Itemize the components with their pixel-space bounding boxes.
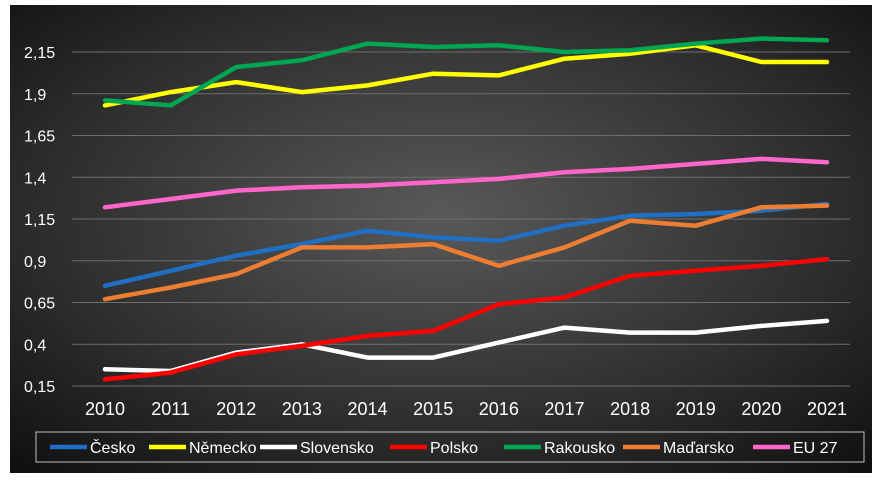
y-tick-label: 0,9 — [24, 254, 46, 271]
legend-item: Polsko — [390, 440, 478, 457]
legend-item: EU 27 — [753, 440, 838, 457]
x-tick-label: 2019 — [676, 399, 716, 419]
legend-label: Maďarsko — [663, 440, 734, 457]
y-tick-label: 1,65 — [24, 129, 55, 146]
line-chart: 0,150,40,650,91,151,41,651,92,15 2010 201… — [10, 5, 872, 473]
x-tick-label: 2021 — [807, 399, 847, 419]
x-axis: 2010 2011 2012 2013 2014 2015 2016 2017 2018 2019… — [85, 399, 847, 419]
x-tick-label: 2018 — [610, 399, 650, 419]
legend-label: Česko — [90, 438, 135, 457]
y-tick-label: 1,4 — [24, 170, 46, 187]
y-tick-label: 0,15 — [24, 379, 55, 396]
series-line-4 — [102, 256, 830, 382]
x-tick-label: 2014 — [348, 399, 388, 419]
x-tick-label: 2015 — [413, 399, 453, 419]
gridlines — [72, 51, 850, 387]
x-tick-label: 2012 — [216, 399, 256, 419]
legend-item: Maďarsko — [623, 440, 734, 457]
x-tick-label: 2017 — [544, 399, 584, 419]
y-tick-label: 0,4 — [24, 337, 46, 354]
legend-label: EU 27 — [793, 440, 838, 457]
series-line-2 — [102, 43, 830, 108]
y-axis: 0,15 0,4 0,65 0,9 1,15 1,4 1,65 1,9 2,15 — [24, 45, 55, 396]
chart-frame: 0,15 0,4 0,65 0,9 1,15 1,4 1,65 1,9 2,15 2010 201… — [10, 5, 872, 473]
legend-item: Slovensko — [260, 440, 374, 457]
x-tick-label: 2020 — [741, 399, 781, 419]
series-line-6 — [102, 203, 830, 302]
legend-label: Německo — [189, 440, 257, 457]
legend-box — [35, 431, 865, 463]
x-tick-label: 2013 — [282, 399, 322, 419]
series-lines — [102, 36, 830, 382]
legend-label: Rakousko — [544, 440, 615, 457]
legend-label: Polsko — [430, 440, 478, 457]
legend-label: Slovensko — [300, 440, 374, 457]
y-tick-label: 1,9 — [24, 87, 46, 104]
legend-item: Rakousko — [504, 440, 615, 457]
x-tick-label: 2010 — [85, 399, 125, 419]
series-line-5 — [102, 36, 830, 108]
legend: Česko Německo Slovensko Polsko Rakousko Maďar… — [50, 438, 838, 457]
legend-item: Německo — [149, 440, 257, 457]
series-line-7 — [102, 156, 830, 210]
series-line-1 — [102, 201, 830, 289]
x-tick-label: 2011 — [151, 399, 190, 419]
x-tick-label: 2016 — [479, 399, 519, 419]
y-tick-label: 2,15 — [24, 45, 55, 62]
legend-item: Česko — [50, 438, 135, 457]
y-tick-label: 0,65 — [24, 296, 55, 313]
y-tick-label: 1,15 — [24, 212, 55, 229]
